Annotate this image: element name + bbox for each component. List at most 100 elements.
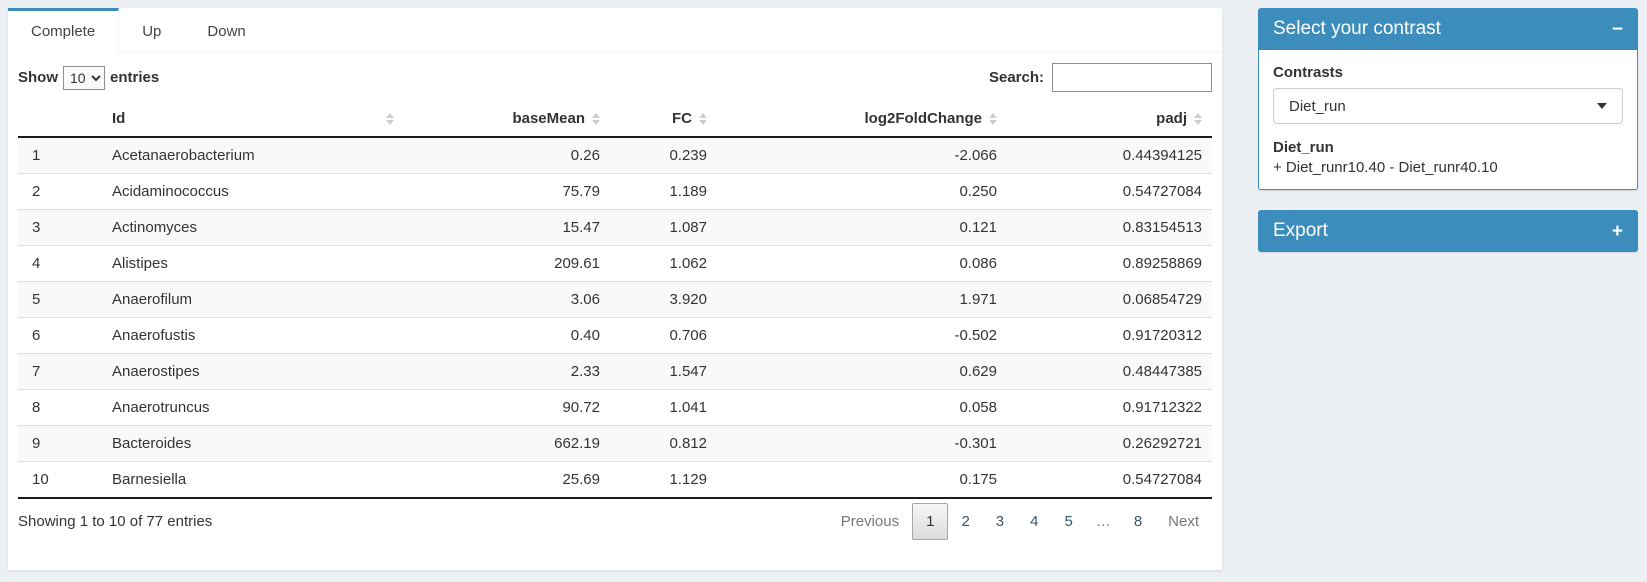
cell-padj: 0.54727084 bbox=[1007, 173, 1212, 210]
cell-basemean: 90.72 bbox=[404, 389, 610, 426]
column-header-padj[interactable]: padj bbox=[1007, 101, 1212, 138]
column-header-log2foldchange[interactable]: log2FoldChange bbox=[717, 101, 1007, 138]
cell-id: Acidaminococcus bbox=[102, 173, 404, 210]
contrast-box-header[interactable]: Select your contrast − bbox=[1258, 8, 1638, 50]
expand-plus-icon[interactable]: + bbox=[1611, 220, 1623, 242]
cell-padj: 0.91712322 bbox=[1007, 389, 1212, 426]
tab-bar: Complete Up Down bbox=[8, 8, 1222, 52]
tab-complete[interactable]: Complete bbox=[8, 8, 120, 52]
sort-icon[interactable] bbox=[592, 112, 600, 125]
cell-id: Anaerofilum bbox=[102, 281, 404, 318]
cell-fc: 1.062 bbox=[610, 245, 717, 282]
sort-icon[interactable] bbox=[386, 112, 394, 125]
search-input[interactable] bbox=[1052, 63, 1212, 92]
table-row[interactable]: 3 Actinomyces 15.47 1.087 0.121 0.83154513 bbox=[18, 209, 1212, 246]
cell-log2foldchange: -2.066 bbox=[954, 147, 997, 164]
page-button-8[interactable]: 8 bbox=[1133, 513, 1143, 530]
next-button[interactable]: Next bbox=[1168, 513, 1199, 530]
contrast-name: Diet_run bbox=[1273, 139, 1334, 156]
column-label: FC bbox=[672, 110, 692, 127]
export-box: Export + bbox=[1258, 210, 1638, 252]
cell-padj: 0.89258869 bbox=[1007, 245, 1212, 282]
cell-padj: 0.48447385 bbox=[1007, 353, 1212, 390]
cell-log2foldchange: 0.175 bbox=[717, 461, 1007, 499]
sidebar: Select your contrast − Contrasts Diet_ru… bbox=[1258, 8, 1638, 272]
page-button-4[interactable]: 4 bbox=[1030, 513, 1039, 530]
column-label: baseMean bbox=[512, 110, 585, 127]
contrast-formula: + Diet_runr10.40 - Diet_runr40.10 bbox=[1273, 159, 1498, 176]
table-row[interactable]: 5 Anaerofilum 3.06 3.920 1.971 0.06854729 bbox=[18, 281, 1212, 318]
export-box-title: Export bbox=[1273, 220, 1328, 241]
table-row[interactable]: 4 Alistipes 209.61 1.062 0.086 0.89258869 bbox=[18, 245, 1212, 282]
page-length-control: Show 10 entries bbox=[18, 65, 159, 90]
cell-id: Bacteroides bbox=[102, 425, 404, 462]
search-control: Search: bbox=[989, 63, 1212, 92]
cell-basemean: 25.69 bbox=[404, 461, 610, 499]
tab-down[interactable]: Down bbox=[207, 22, 246, 40]
cell-fc: 0.706 bbox=[610, 317, 717, 354]
column-header-id[interactable]: Id bbox=[102, 101, 404, 138]
chevron-down-icon bbox=[1597, 103, 1607, 109]
results-table: Id baseMean FC log2FoldChange padj 1 Acetanae… bbox=[18, 101, 1212, 499]
cell-basemean: 15.47 bbox=[404, 209, 610, 246]
cell-basemean: 0.26 bbox=[570, 147, 600, 164]
export-box-header[interactable]: Export + bbox=[1258, 210, 1638, 252]
cell-fc: 0.812 bbox=[610, 425, 717, 462]
table-header-row: Id baseMean FC log2FoldChange padj bbox=[18, 101, 1212, 138]
table-row[interactable]: 7 Anaerostipes 2.33 1.547 0.629 0.48447385 bbox=[18, 353, 1212, 390]
page-length-select[interactable]: 10 bbox=[63, 65, 105, 90]
cell-basemean: 2.33 bbox=[404, 353, 610, 390]
table-row[interactable]: 1 Acetanaerobacterium 0.26 0.239 -2.066 0.443… bbox=[18, 137, 1212, 174]
row-number-cell: 4 bbox=[18, 245, 102, 282]
table-footer: Showing 1 to 10 of 77 entries Previous 1 2… bbox=[8, 499, 1222, 540]
row-number-cell: 3 bbox=[18, 209, 102, 246]
table-row[interactable]: 2 Acidaminococcus 75.79 1.189 0.250 0.5472708… bbox=[18, 173, 1212, 210]
contrast-select[interactable]: Diet_run bbox=[1273, 88, 1623, 124]
column-label: padj bbox=[1156, 110, 1187, 127]
cell-basemean: 75.79 bbox=[404, 173, 610, 210]
column-header-fc[interactable]: FC bbox=[610, 101, 717, 138]
page-button-3[interactable]: 3 bbox=[995, 513, 1005, 530]
row-number-cell: 9 bbox=[18, 425, 102, 462]
row-number-cell: 7 bbox=[18, 353, 102, 390]
column-label: log2FoldChange bbox=[864, 110, 983, 127]
row-number-cell: 8 bbox=[18, 389, 102, 426]
results-panel: Complete Up Down Show 10 entries Search: I… bbox=[8, 8, 1222, 570]
contrast-select-value: Diet_run bbox=[1289, 97, 1346, 115]
table-row[interactable]: 9 Bacteroides 662.19 0.812 -0.301 0.26292721 bbox=[18, 425, 1212, 462]
page-button-1[interactable]: 1 bbox=[912, 503, 949, 540]
pagination: Previous 1 2 3 4 5 … 8 Next bbox=[828, 503, 1212, 540]
cell-id: Barnesiella bbox=[102, 461, 404, 499]
page-button-2[interactable]: 2 bbox=[961, 513, 970, 530]
sort-icon[interactable] bbox=[989, 112, 997, 125]
cell-padj: 0.06854729 bbox=[1007, 281, 1212, 318]
cell-id: Alistipes bbox=[102, 245, 404, 282]
cell-fc: 1.547 bbox=[610, 353, 717, 390]
table-row[interactable]: 6 Anaerofustis 0.40 0.706 -0.502 0.91720312 bbox=[18, 317, 1212, 354]
cell-fc: 1.189 bbox=[610, 173, 717, 210]
cell-padj: 0.91720312 bbox=[1007, 317, 1212, 354]
column-header-basemean[interactable]: baseMean bbox=[404, 101, 610, 138]
cell-id: Acetanaerobacterium bbox=[112, 147, 255, 164]
show-label: Show bbox=[18, 69, 58, 86]
pagination-ellipsis: … bbox=[1095, 513, 1111, 530]
previous-button[interactable]: Previous bbox=[840, 513, 900, 530]
row-number-cell: 6 bbox=[18, 317, 102, 354]
sort-icon[interactable] bbox=[1194, 112, 1202, 125]
cell-padj: 0.83154513 bbox=[1007, 209, 1212, 246]
row-number-cell: 2 bbox=[18, 173, 102, 210]
table-row[interactable]: 8 Anaerotruncus 90.72 1.041 0.058 0.91712322 bbox=[18, 389, 1212, 426]
page-button-5[interactable]: 5 bbox=[1064, 513, 1073, 530]
cell-fc: 1.129 bbox=[610, 461, 717, 499]
sort-icon[interactable] bbox=[699, 112, 707, 125]
cell-padj: 0.26292721 bbox=[1007, 425, 1212, 462]
cell-id: Anaerofustis bbox=[102, 317, 404, 354]
cell-id: Anaerotruncus bbox=[102, 389, 404, 426]
collapse-minus-icon[interactable]: − bbox=[1611, 18, 1623, 40]
tab-up[interactable]: Up bbox=[142, 22, 162, 40]
table-row[interactable]: 10 Barnesiella 25.69 1.129 0.175 0.54727084 bbox=[18, 461, 1212, 499]
row-number-header bbox=[18, 101, 102, 138]
row-number-cell: 1 bbox=[32, 147, 41, 164]
cell-padj: 0.44394125 bbox=[1122, 147, 1202, 164]
contrasts-label: Contrasts bbox=[1273, 64, 1344, 81]
